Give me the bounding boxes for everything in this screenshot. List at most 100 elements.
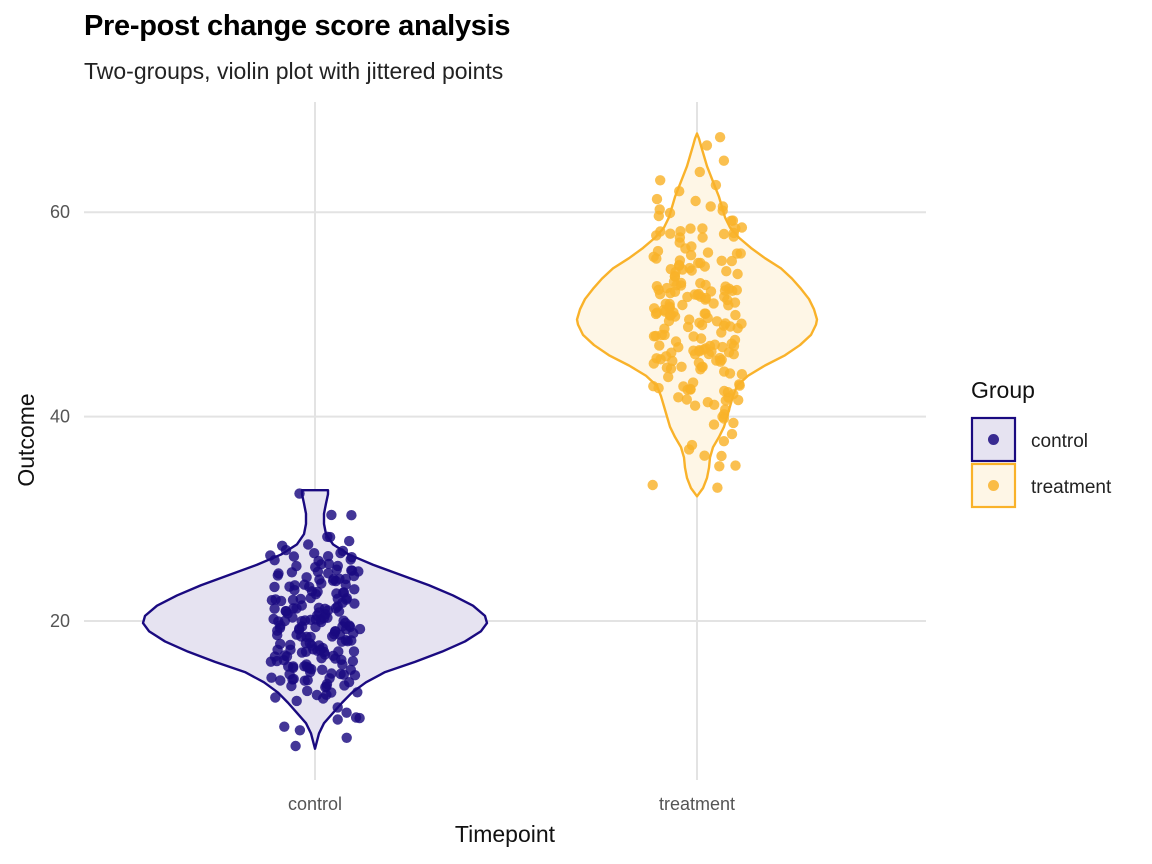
data-point-control — [309, 548, 320, 559]
data-point-treatment — [700, 279, 711, 291]
data-point-treatment — [736, 222, 748, 233]
data-point-control — [332, 714, 343, 725]
data-point-treatment — [674, 186, 685, 197]
data-point-control — [323, 558, 335, 570]
data-point-treatment — [714, 352, 725, 364]
data-point-control — [294, 488, 305, 499]
data-point-treatment — [719, 366, 730, 377]
data-point-control — [306, 664, 317, 675]
y-axis-title: Outcome — [13, 393, 39, 486]
chart-subtitle: Two-groups, violin plot with jittered po… — [84, 58, 504, 84]
data-point-treatment — [685, 223, 696, 234]
data-point-treatment — [669, 311, 681, 322]
data-point-treatment — [719, 385, 730, 397]
chart-title: Pre-post change score analysis — [84, 10, 511, 42]
data-point-treatment — [712, 482, 723, 493]
x-tick-label: treatment — [659, 794, 735, 814]
data-point-treatment — [727, 215, 739, 226]
data-point-control — [333, 646, 344, 657]
data-point-treatment — [718, 155, 730, 166]
data-point-control — [314, 574, 325, 585]
data-point-control — [277, 540, 288, 551]
data-point-control — [348, 570, 360, 582]
data-point-control — [288, 551, 300, 562]
legend: Group control treatment — [970, 377, 1112, 509]
data-point-control — [305, 592, 316, 604]
y-tick-label: 60 — [50, 202, 70, 222]
data-point-treatment — [688, 331, 699, 342]
data-point-control — [265, 550, 276, 561]
data-point-treatment — [708, 419, 720, 430]
data-point-treatment — [696, 319, 708, 331]
data-point-treatment — [709, 399, 720, 410]
data-point-control — [296, 621, 308, 632]
data-point-treatment — [694, 166, 705, 178]
data-point-control — [341, 732, 352, 743]
data-point-treatment — [701, 140, 713, 151]
data-point-treatment — [733, 394, 744, 406]
data-point-control — [349, 584, 360, 595]
data-point-control — [291, 695, 302, 707]
data-point-treatment — [664, 207, 676, 219]
data-point-control — [303, 539, 314, 550]
data-point-treatment — [648, 358, 659, 369]
data-point-treatment — [730, 309, 741, 321]
data-point-treatment — [727, 285, 738, 296]
data-point-treatment — [651, 253, 662, 264]
data-point-control — [348, 646, 360, 657]
x-tick-label: control — [288, 794, 342, 814]
jitter-points — [265, 132, 748, 752]
data-point-treatment — [693, 288, 704, 300]
data-point-control — [352, 687, 363, 698]
data-point-treatment — [651, 193, 663, 205]
data-point-treatment — [661, 282, 673, 294]
data-point-treatment — [651, 307, 663, 318]
data-point-control — [291, 629, 302, 640]
data-point-treatment — [655, 175, 666, 186]
data-point-control — [275, 675, 286, 686]
data-point-treatment — [684, 262, 695, 274]
data-point-control — [349, 670, 361, 681]
data-point-treatment — [651, 230, 662, 241]
data-point-control — [340, 617, 351, 628]
data-point-treatment — [654, 289, 666, 300]
data-point-control — [318, 612, 330, 623]
data-point-treatment — [674, 232, 686, 243]
data-point-treatment — [718, 228, 730, 240]
data-point-control — [296, 600, 307, 611]
data-point-control — [344, 535, 355, 547]
data-point-treatment — [665, 228, 676, 239]
data-point-treatment — [702, 247, 714, 258]
data-point-control — [321, 681, 332, 692]
data-point-control — [275, 620, 286, 631]
data-point-control — [312, 566, 324, 577]
data-point-treatment — [697, 223, 708, 234]
data-point-treatment — [716, 255, 727, 266]
x-tick-labels: control treatment — [288, 794, 735, 814]
data-point-treatment — [661, 362, 673, 373]
data-point-control — [328, 573, 339, 585]
data-point-control — [285, 644, 296, 655]
data-point-control — [269, 581, 280, 593]
data-point-treatment — [728, 349, 739, 360]
data-point-control — [346, 552, 357, 563]
data-point-treatment — [656, 329, 667, 341]
data-point-control — [286, 680, 297, 692]
data-point-control — [302, 675, 313, 686]
data-point-control — [322, 551, 334, 562]
data-point-control — [354, 623, 366, 635]
data-point-control — [270, 692, 281, 703]
data-point-control — [302, 685, 313, 697]
data-point-control — [289, 580, 300, 591]
x-axis-title: Timepoint — [455, 821, 556, 847]
data-point-treatment — [726, 428, 738, 440]
legend-key-control-dot — [988, 434, 999, 445]
data-point-treatment — [710, 179, 722, 191]
data-point-treatment — [663, 371, 674, 383]
data-point-treatment — [696, 361, 707, 373]
legend-title: Group — [971, 377, 1035, 403]
data-point-control — [284, 669, 295, 680]
data-point-treatment — [718, 436, 730, 447]
data-point-treatment — [689, 400, 701, 411]
data-point-treatment — [714, 461, 725, 472]
